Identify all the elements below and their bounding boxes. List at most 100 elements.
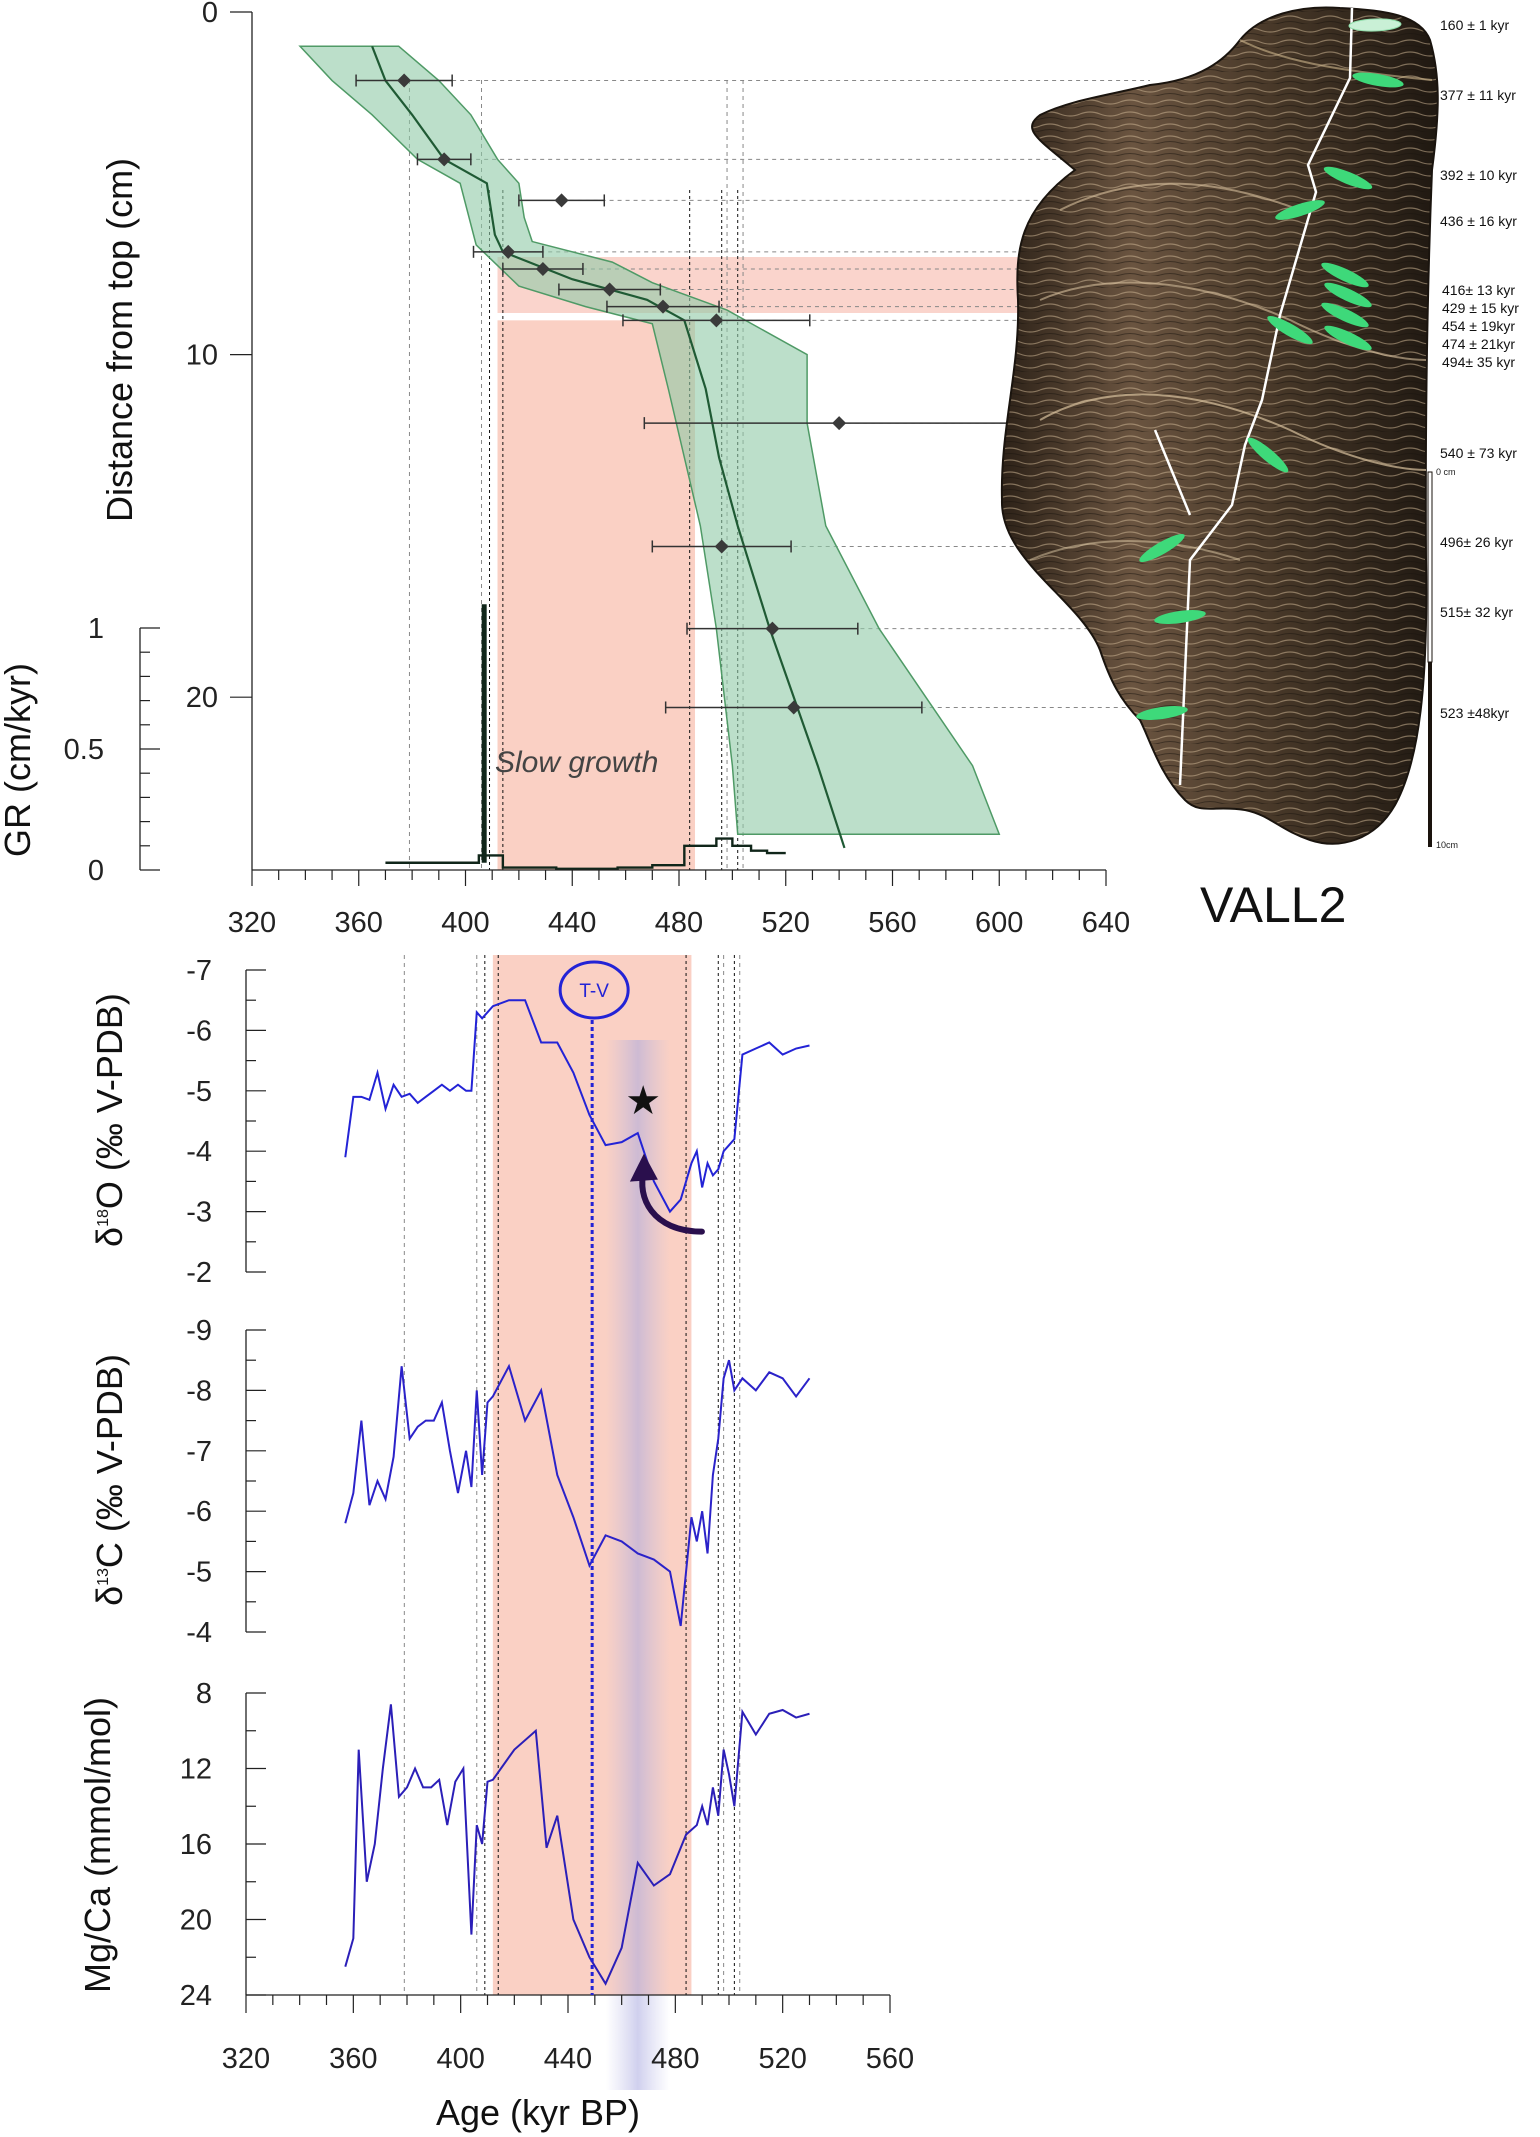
top-x-tick-label: 360: [335, 907, 383, 939]
sample-position-mark: [1154, 610, 1206, 624]
sample-date-label: 454 ± 19kyr: [1442, 318, 1515, 334]
sample-date-label: 540 ± 73 kyr: [1440, 445, 1517, 461]
panel-tick-label: -7: [186, 1436, 212, 1468]
sample-position-mark: [1324, 325, 1372, 351]
growth-rate-step-line: [385, 837, 786, 870]
sample-date-label: 496± 26 kyr: [1440, 534, 1513, 550]
d18o-axis-label: δ18O (‰ V-PDB): [89, 993, 130, 1247]
d18o-axis-label-text: δ18O (‰ V-PDB): [89, 993, 130, 1247]
panel-tick-label: -2: [186, 1257, 212, 1289]
d13c-axis-label-delta: δ: [89, 1586, 130, 1606]
age-axis-label: Age (kyr BP): [436, 2092, 640, 2133]
sample-date-label: 436 ± 16 kyr: [1440, 213, 1517, 229]
sample-date-label: 515± 32 kyr: [1440, 604, 1513, 620]
dated-point: [714, 539, 729, 554]
bottom-x-tick-label: 560: [866, 2043, 914, 2075]
top-x-tick-label: 600: [975, 907, 1023, 939]
sample-position-mark: [1321, 262, 1369, 288]
sample-position-mark: [1348, 18, 1402, 32]
dated-point: [786, 700, 801, 715]
d18o-axis-label-units: O (‰ V-PDB): [89, 993, 130, 1209]
sample-position-mark: [1275, 200, 1325, 220]
sample-position-mark: [1352, 72, 1404, 88]
dated-point: [602, 282, 617, 297]
termination-v-label: T-V: [579, 981, 609, 1002]
panel-tick-label: -6: [186, 1496, 212, 1528]
sample-date-label: 392 ± 10 kyr: [1440, 167, 1517, 183]
panel-tick-label: 8: [196, 1678, 212, 1710]
dated-point: [832, 416, 847, 431]
panel-tick-label: 20: [180, 1905, 212, 1937]
mgca-series-line: [344, 1704, 810, 1986]
dated-point: [554, 193, 569, 208]
panel-tick-label: -5: [186, 1076, 212, 1108]
d13c-axis-label-text: δ13C (‰ V-PDB): [89, 1354, 130, 1606]
bottom-x-tick-label: 360: [329, 2043, 377, 2075]
sample-position-marks: [1136, 18, 1404, 720]
d18o-axis-label-isotope: 18: [95, 1209, 112, 1227]
dated-points: [355, 73, 1035, 715]
depth-tick-label: 0: [202, 0, 218, 29]
sample-date-label: 474 ± 21kyr: [1442, 336, 1515, 352]
panel-tick-label: -6: [186, 1015, 212, 1047]
panel-tick-label: 16: [180, 1829, 212, 1861]
panel-tick-label: -7: [186, 955, 212, 987]
panel-tick-label: -4: [186, 1617, 212, 1649]
sample-name-label: VALL2: [1200, 877, 1346, 933]
sample-position-mark: [1321, 302, 1369, 328]
sample-position-mark: [1247, 437, 1289, 473]
growth-rate-tick-label: 1: [88, 613, 104, 645]
speleothem-photo: [1000, 6, 1439, 847]
mgca-axis-label: Mg/Ca (mmol/mol): [77, 1697, 118, 1993]
top-x-tick-label: 480: [655, 907, 703, 939]
axes: 320 360 400 440 480 520 560 600 64001020Distance…: [0, 0, 1130, 2133]
sample-position-mark: [1139, 534, 1185, 562]
top-x-tick-label: 400: [441, 907, 489, 939]
dated-point: [397, 73, 412, 88]
bottom-x-tick-label: 480: [651, 2043, 699, 2075]
curved-arrow-head-icon: [629, 1153, 658, 1182]
dated-point: [535, 261, 550, 276]
age-model-median-line: [371, 45, 846, 849]
panel-tick-label: -9: [186, 1315, 212, 1347]
top-x-tick-label: 320: [228, 907, 276, 939]
sample-date-label: 523 ±48kyr: [1440, 705, 1510, 721]
top-x-tick-label: 560: [868, 907, 916, 939]
sample-position-mark: [1267, 316, 1313, 344]
sample-date-label: 160 ± 1 kyr: [1440, 17, 1509, 33]
sample-date-label: 416± 13 kyr: [1442, 282, 1515, 298]
slow-growth-annotation: Slow growth: [495, 746, 658, 779]
bottom-x-tick-label: 320: [222, 2043, 270, 2075]
growth-rate-tick-label: 0: [88, 855, 104, 887]
scale-bar-top-label: 0 cm: [1436, 467, 1456, 477]
d13c-axis-label: δ13C (‰ V-PDB): [89, 1354, 130, 1606]
top-x-tick-label: 640: [1082, 907, 1130, 939]
slow-growth-shading: [497, 320, 696, 871]
dated-point: [437, 152, 452, 167]
sample-position-mark: [1324, 282, 1372, 308]
depth-tick-label: 20: [186, 682, 218, 714]
depth-axis-label: Distance from top (cm): [99, 158, 140, 522]
sample-date-label: 429 ± 15 kyr: [1442, 300, 1519, 316]
dated-point: [655, 299, 670, 314]
bottom-x-tick-label: 400: [436, 2043, 484, 2075]
panel-tick-label: -3: [186, 1197, 212, 1229]
bottom-x-tick-label: 520: [758, 2043, 806, 2075]
panel-tick-label: -4: [186, 1136, 212, 1168]
panel-tick-label: 24: [180, 1980, 212, 2012]
age-model-confidence-band: [298, 45, 1001, 835]
top-x-tick-label: 520: [762, 907, 810, 939]
dated-point: [501, 244, 516, 259]
growth-rate-tick-label: 0.5: [64, 734, 104, 766]
panel-tick-label: -8: [186, 1375, 212, 1407]
panel-tick-label: -5: [186, 1557, 212, 1589]
termination-v-marker: [558, 960, 630, 1020]
d13c-axis-label-isotope: 13: [95, 1568, 112, 1586]
panel-tick-label: 12: [180, 1754, 212, 1786]
d13c-axis-label-units: C (‰ V-PDB): [89, 1354, 130, 1568]
dated-point: [709, 313, 724, 328]
d13c-series-line: [344, 1359, 811, 1627]
sample-position-mark: [1323, 166, 1373, 190]
sample-date-labels: 160 ± 1 kyr 377 ± 11 kyr 392 ± 10 kyr 436 ±…: [1440, 17, 1519, 721]
growth-rate-axis-label: GR (cm/kyr): [0, 663, 38, 857]
